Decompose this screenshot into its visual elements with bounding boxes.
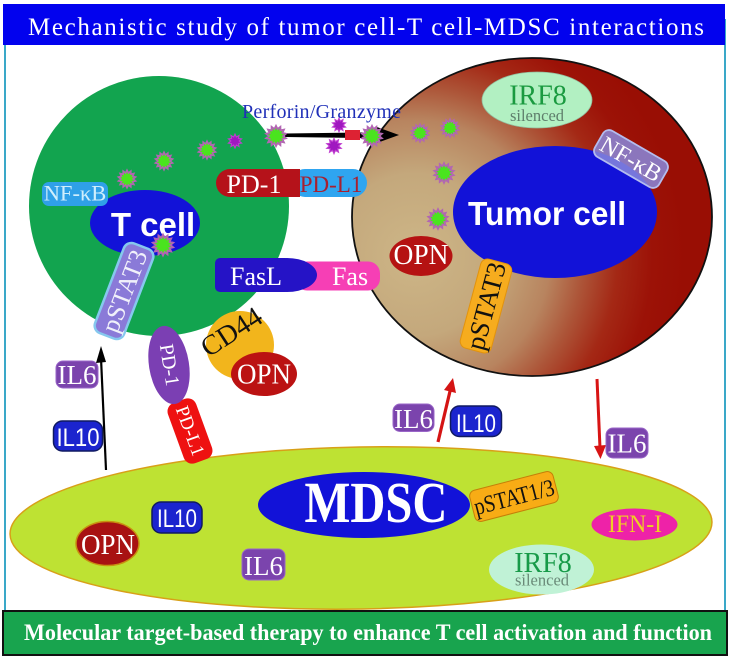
- svg-text:OPN: OPN: [237, 360, 291, 391]
- svg-text:Fas: Fas: [332, 262, 368, 291]
- svg-text:PD-L1: PD-L1: [300, 172, 363, 197]
- svg-text:Tumor cell: Tumor cell: [468, 195, 626, 232]
- svg-text:IL6: IL6: [608, 429, 647, 459]
- svg-text:IRF8: IRF8: [509, 81, 567, 112]
- svg-text:MDSC: MDSC: [305, 470, 448, 535]
- svg-text:IL10: IL10: [57, 424, 100, 452]
- svg-text:NF-κB: NF-κB: [44, 181, 107, 206]
- svg-text:PD-1: PD-1: [227, 170, 282, 199]
- svg-text:IL6: IL6: [394, 404, 433, 434]
- svg-text:T cell: T cell: [111, 206, 195, 243]
- svg-text:IL10: IL10: [157, 505, 197, 533]
- svg-text:silenced: silenced: [515, 571, 570, 590]
- svg-text:OPN: OPN: [81, 529, 135, 561]
- svg-text:FasL: FasL: [230, 262, 282, 291]
- svg-text:IL10: IL10: [456, 410, 496, 438]
- svg-text:OPN: OPN: [394, 240, 449, 271]
- svg-text:silenced: silenced: [510, 106, 565, 125]
- svg-text:Perforin/Granzyme: Perforin/Granzyme: [242, 101, 401, 123]
- svg-text:IL6: IL6: [58, 360, 97, 390]
- svg-text:IFN-I: IFN-I: [608, 511, 662, 538]
- svg-text:IL6: IL6: [244, 551, 283, 581]
- svg-text:Molecular target-based therapy: Molecular target-based therapy to enhanc…: [24, 620, 712, 645]
- svg-text:IRF8: IRF8: [514, 548, 572, 579]
